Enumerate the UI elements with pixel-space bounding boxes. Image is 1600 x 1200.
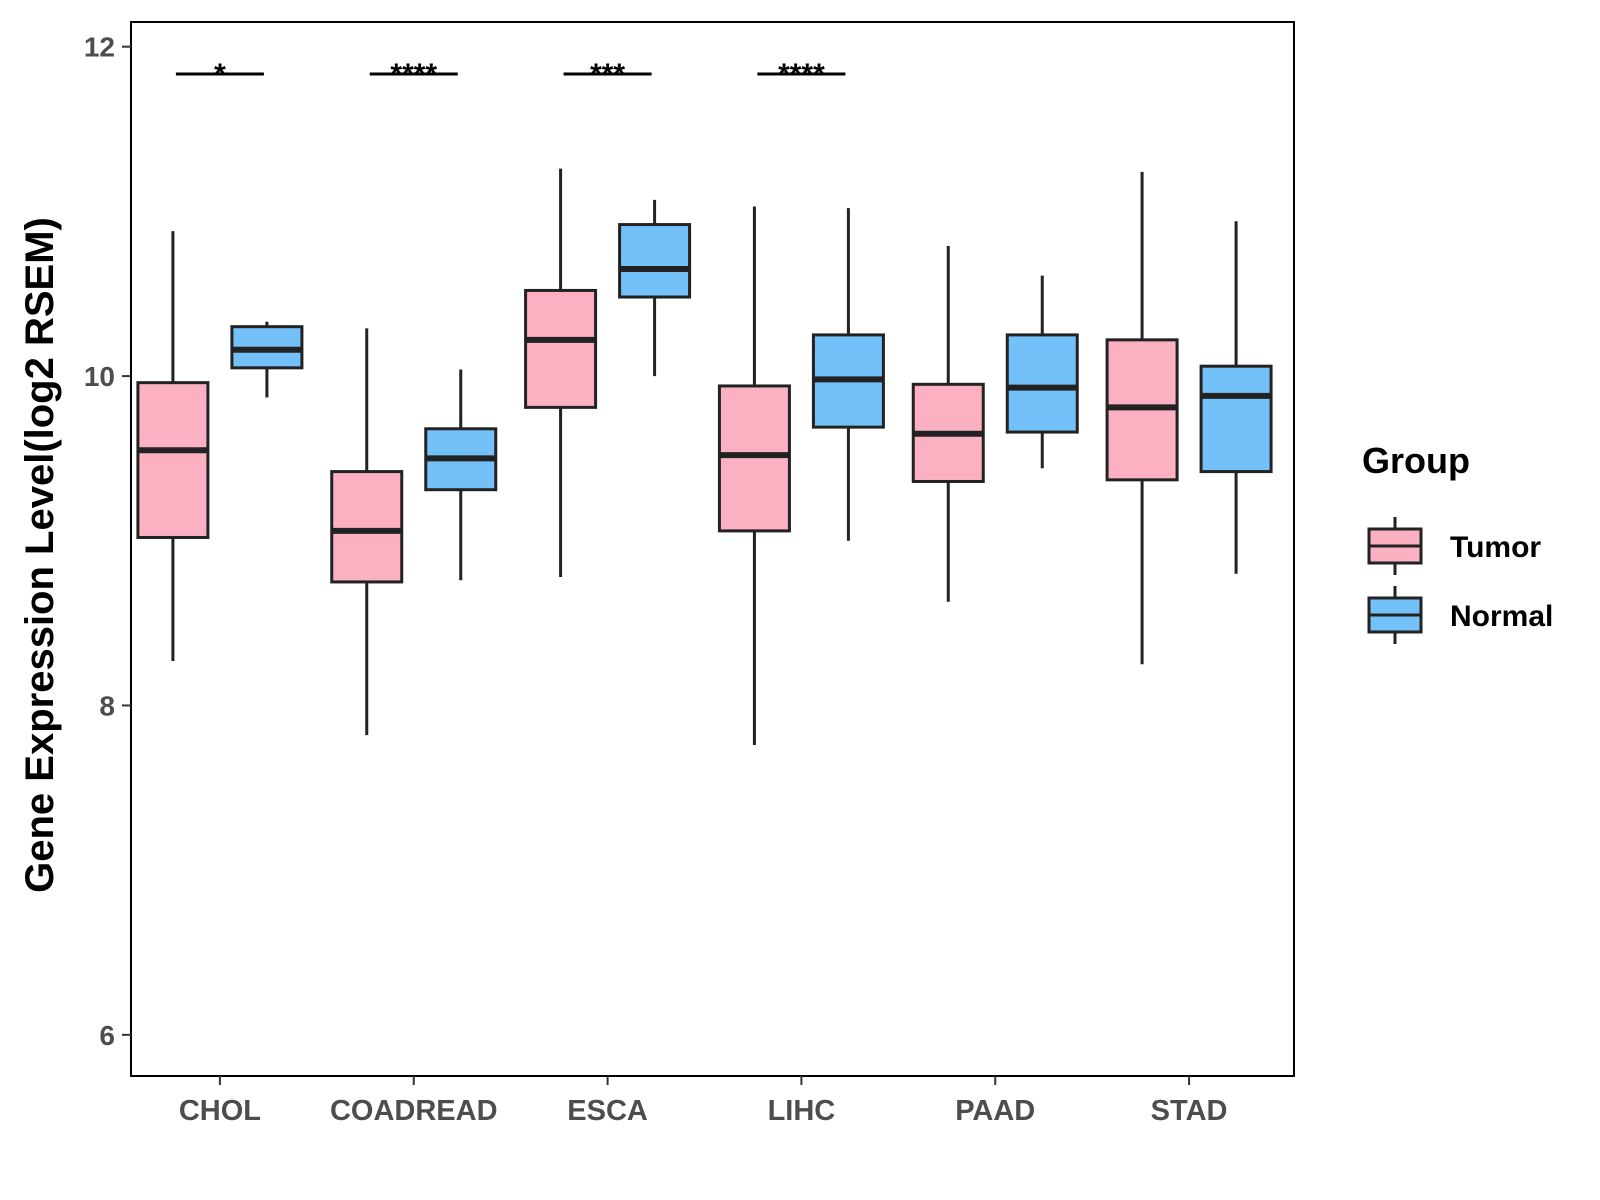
box (811, 208, 885, 541)
box-iqr (330, 470, 404, 584)
box (424, 369, 498, 581)
significance-label: *** (590, 58, 625, 91)
x-tick-label: PAAD (955, 1095, 1035, 1127)
x-tick-label: COADREAD (330, 1095, 498, 1127)
significance-annotations: * **** *** **** (175, 58, 846, 91)
box-series (136, 168, 1273, 745)
x-axis: CHOL COADREAD ESCA LIHC PAAD STAD (179, 1076, 1228, 1127)
x-tick-label: LIHC (768, 1095, 836, 1127)
box-iqr (618, 223, 692, 299)
x-tick-label: ESCA (567, 1095, 648, 1127)
x-tick-label: CHOL (179, 1095, 261, 1127)
y-tick-label: 10 (84, 361, 115, 392)
y-tick-label: 8 (99, 690, 115, 721)
legend-item-tumor: Tumor (1367, 517, 1541, 575)
x-tick-label: STAD (1151, 1095, 1228, 1127)
y-axis: 6 8 10 12 (84, 32, 131, 1051)
legend-title: Group (1362, 440, 1470, 481)
box (911, 245, 985, 602)
significance-label: * (214, 58, 226, 91)
box-iqr (717, 384, 791, 533)
box (524, 168, 598, 577)
box (1105, 171, 1179, 665)
box (230, 321, 304, 398)
box (717, 206, 791, 745)
significance-label: **** (390, 58, 437, 91)
box-iqr (1005, 333, 1079, 434)
legend-item-normal: Normal (1367, 586, 1553, 644)
y-tick-label: 12 (84, 32, 115, 63)
series-normal (230, 199, 1273, 581)
series-tumor (136, 168, 1179, 745)
significance-label: **** (778, 58, 825, 91)
box (330, 328, 404, 736)
box (136, 231, 210, 661)
box (1199, 221, 1273, 574)
box-iqr (1199, 364, 1273, 474)
legend-label: Normal (1450, 600, 1553, 633)
y-axis-title: Gene Expression Level(log2 RSEM) (18, 217, 62, 893)
legend: Group Tumor Normal (1362, 440, 1553, 644)
box (618, 199, 692, 377)
box-iqr (524, 288, 598, 409)
box-iqr (136, 381, 210, 539)
plot-panel (130, 21, 1295, 1077)
box (1005, 275, 1079, 469)
y-tick-label: 6 (99, 1020, 115, 1051)
panel-border (130, 21, 1295, 1077)
legend-label: Tumor (1450, 531, 1541, 564)
